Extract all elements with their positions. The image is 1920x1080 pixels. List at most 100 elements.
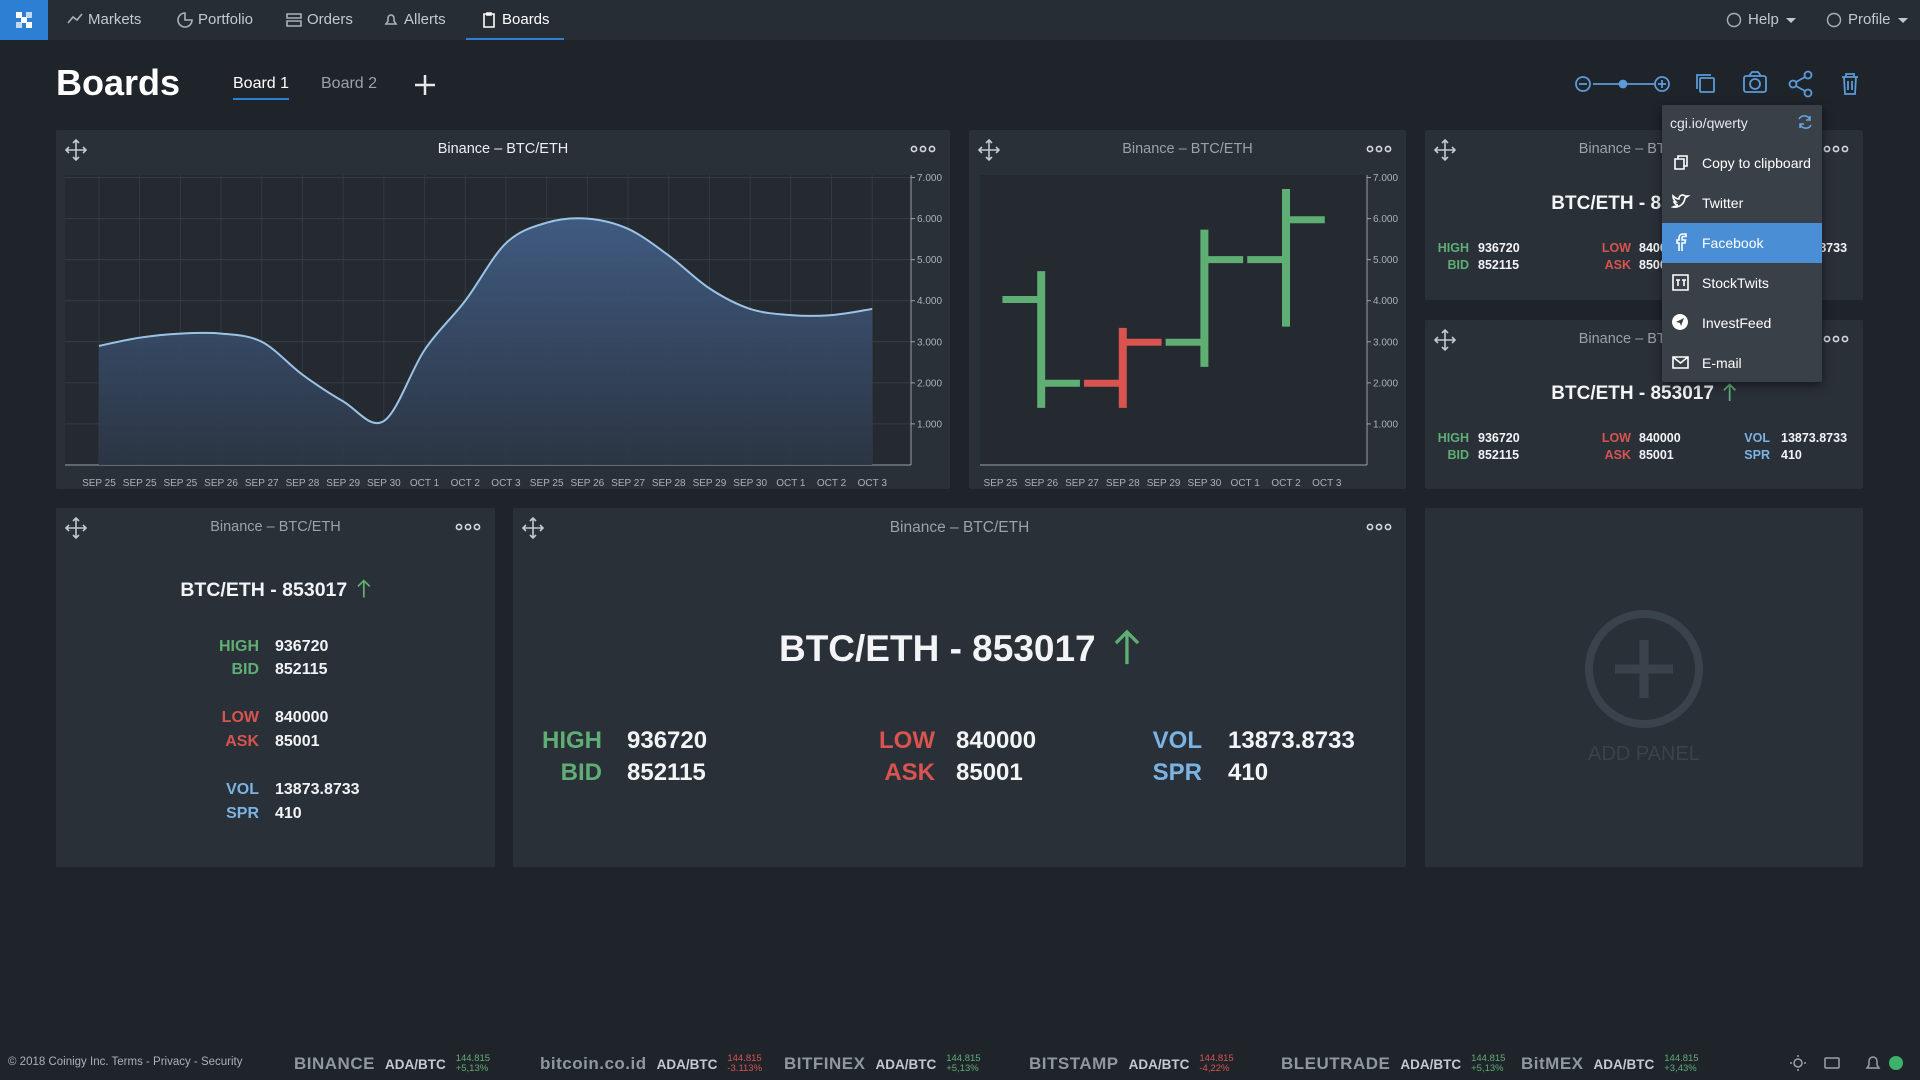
footer-ticker[interactable]: BitMEX ADA/BTC 144.815 +3,43% xyxy=(1521,1050,1699,1078)
board-tab[interactable]: Board 1 xyxy=(233,75,290,100)
ticker-headline-text: BTC/ETH - 853017 xyxy=(778,628,1096,670)
nav-icon xyxy=(1826,12,1842,28)
panel-menu-button xyxy=(1823,335,1849,343)
nav-right-item[interactable]: Help xyxy=(1726,0,1801,40)
share-url[interactable]: cgi.io/qwerty xyxy=(1670,115,1748,131)
ticker-quote: 144.815 +5,13% xyxy=(456,1054,490,1074)
area-fill xyxy=(98,218,873,465)
ticker-headline: BTC/ETH - 853017 xyxy=(1425,383,1863,405)
x-tick-label: SEP 28 xyxy=(286,478,320,489)
exchange-name: BITSTAMP xyxy=(1029,1054,1119,1073)
ticker-pair: ADA/BTC xyxy=(1128,1056,1190,1072)
stat-label: HIGH xyxy=(1437,240,1469,255)
stat-label: VOL xyxy=(226,781,259,799)
share-menu-text: Copy to clipboard xyxy=(1702,155,1811,171)
footer-ticker[interactable]: BITFINEX ADA/BTC 144.815 +5,13% xyxy=(784,1050,981,1078)
x-tick-label: SEP 25 xyxy=(123,478,157,489)
nav-right-item[interactable]: Profile xyxy=(1826,0,1913,40)
stat-value: 13873.8733 xyxy=(1228,726,1355,754)
ticker-price: 144.815 xyxy=(727,1053,762,1064)
x-tick-label: SEP 30 xyxy=(733,478,767,489)
panel: Binance – BTC/ETH 1.000 2.000 3.000 4.000 5.0… xyxy=(56,130,950,489)
exchange-name: bitcoin.co.id xyxy=(540,1054,647,1073)
share-menu-text: InvestFeed xyxy=(1702,315,1772,331)
nav-icon xyxy=(483,12,495,28)
nav-icon-shape xyxy=(483,12,495,28)
ticker-pair: ADA/BTC xyxy=(1400,1056,1462,1072)
share-menu-item[interactable]: Twitter xyxy=(1662,183,1822,223)
add-panel[interactable]: ADD PANEL xyxy=(1425,508,1863,867)
nav-item[interactable]: Portfolio xyxy=(162,0,267,40)
nav-item[interactable]: Allerts xyxy=(368,0,460,40)
ticker-change: +5,13% xyxy=(1471,1063,1504,1074)
nav-icon xyxy=(384,14,398,25)
panel-menu-button xyxy=(910,145,936,153)
stat-value: 936720 xyxy=(1478,430,1520,445)
nav-icon xyxy=(67,13,83,24)
x-tick-label: SEP 25 xyxy=(163,478,197,489)
add-board-button[interactable] xyxy=(410,70,440,100)
stat-value: 852115 xyxy=(1478,447,1520,462)
logo[interactable] xyxy=(0,0,48,40)
stat-value: 410 xyxy=(1228,758,1269,786)
footer-ticker[interactable]: BLEUTRADE ADA/BTC 144.815 +5,13% xyxy=(1281,1050,1505,1078)
x-tick-label: OCT 2 xyxy=(817,478,847,489)
nav-item[interactable]: Boards xyxy=(466,0,564,40)
share-menu-item[interactable]: InvestFeed xyxy=(1662,303,1822,343)
nav-label: Help xyxy=(1748,11,1779,28)
share-menu-item[interactable]: E-mail xyxy=(1662,343,1822,383)
drag-handle xyxy=(1433,138,1457,162)
x-tick-label: SEP 26 xyxy=(204,478,238,489)
footer-ticker[interactable]: bitcoin.co.id ADA/BTC 144.815 -3.113% xyxy=(540,1050,762,1078)
ticker-price: 144.815 xyxy=(1199,1053,1234,1064)
ticker-pair: ADA/BTC xyxy=(875,1056,937,1072)
nav-icon-shape xyxy=(1726,12,1742,28)
share-menu-icon xyxy=(1672,314,1689,330)
x-tick-label: OCT 1 xyxy=(776,478,806,489)
ticker-headline-text: BTC/ETH - 853017 xyxy=(180,578,348,601)
stat-value: 852115 xyxy=(1478,257,1520,272)
y-tick-label: 4.000 xyxy=(917,296,942,307)
panel-title: Binance – BTC/ETH xyxy=(210,519,341,535)
share-menu-item[interactable]: Facebook xyxy=(1662,223,1822,263)
share-menu-icon xyxy=(1674,155,1688,170)
nav-item[interactable]: Markets xyxy=(52,0,155,40)
footer-ticker[interactable]: BINANCE ADA/BTC 144.815 +5,13% xyxy=(294,1050,490,1078)
y-tick-label: 5.000 xyxy=(1373,255,1398,266)
dot xyxy=(1832,335,1840,343)
stat-label: ASK xyxy=(225,733,259,751)
drag-handle-shape xyxy=(977,138,1001,162)
stat-label: LOW xyxy=(1601,430,1631,445)
chart: 1.000 2.000 3.000 4.000 5.000 6.000 7.000 SEP 2… xyxy=(65,173,942,489)
add-panel-label: ADD PANEL xyxy=(1588,743,1700,765)
refresh-shape xyxy=(1798,115,1812,129)
add-panel-circle xyxy=(1585,610,1703,728)
stat-label: BID xyxy=(1447,447,1469,462)
stat-value: 852115 xyxy=(275,661,328,679)
dot xyxy=(464,523,472,531)
stat-label: SPR xyxy=(1152,758,1202,786)
share-menu-text: Twitter xyxy=(1702,195,1744,211)
y-tick-label: 7.000 xyxy=(917,173,942,184)
share-menu-icon xyxy=(1676,233,1687,251)
nav-item[interactable]: Orders xyxy=(271,0,367,40)
nav-icon xyxy=(177,12,193,28)
x-tick-label: SEP 28 xyxy=(1106,478,1140,489)
dot xyxy=(919,145,927,153)
board-tab[interactable]: Board 2 xyxy=(321,75,378,92)
ticker-pair: ADA/BTC xyxy=(384,1056,446,1072)
panel-menu-button xyxy=(1823,145,1849,153)
footer-ticker[interactable]: BITSTAMP ADA/BTC 144.815 -4,22% xyxy=(1029,1050,1234,1078)
x-tick-label: OCT 1 xyxy=(410,478,440,489)
caret-shape xyxy=(1785,18,1796,23)
dot xyxy=(1366,145,1374,153)
ticker-headline: BTC/ETH - 853017 xyxy=(56,579,495,602)
share-menu-item[interactable]: Copy to clipboard xyxy=(1662,143,1822,183)
stat-value: 936720 xyxy=(275,638,329,656)
y-tick-label: 3.000 xyxy=(917,337,942,348)
area-line xyxy=(98,217,873,424)
stat-value: 840000 xyxy=(275,709,329,727)
stat-label: VOL xyxy=(1152,726,1202,754)
share-menu-item[interactable]: StockTwits xyxy=(1662,263,1822,303)
y-tick-label: 2.000 xyxy=(917,378,942,389)
